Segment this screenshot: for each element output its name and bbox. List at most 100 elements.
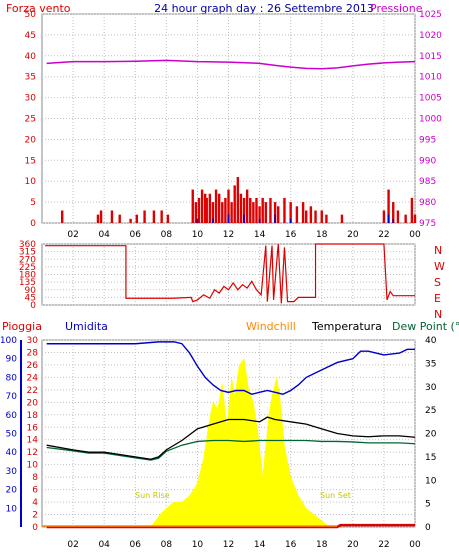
- wind-speed-tick-label: 40: [25, 52, 37, 62]
- rain-tick-label: 0: [32, 523, 38, 533]
- wind-gust-bar: [269, 197, 272, 223]
- wind-gust-bar: [110, 210, 114, 223]
- wind-speed-tick-label: 45: [25, 31, 36, 41]
- wind-gust-bar: [320, 210, 323, 223]
- wind-gust-bar: [99, 210, 103, 223]
- wind-average-bar: [196, 218, 199, 223]
- wind-gust-bar: [203, 193, 207, 223]
- temperature-tick-label: 15: [425, 453, 436, 463]
- humidity-series: [46, 341, 415, 395]
- wind-gust-bar: [143, 210, 146, 223]
- wind-speed-tick-label: 15: [25, 156, 36, 166]
- compass-label: N: [434, 308, 442, 321]
- wind-speed-tick-label: 0: [30, 219, 36, 229]
- wind-gust-bar: [255, 197, 258, 223]
- wind-gust-bar: [227, 189, 230, 223]
- wind-gust-bar: [261, 197, 264, 223]
- wind-speed-tick-label: 25: [25, 115, 36, 125]
- pressure-line: [46, 59, 416, 70]
- wind-speed-tick-label: 20: [25, 135, 37, 145]
- time-tick-label: 00: [409, 230, 421, 240]
- wind-gust-bar: [221, 202, 224, 223]
- wind-gust-bar: [208, 193, 212, 223]
- rain-tick-label: 12: [27, 448, 38, 458]
- time-tick-label: 12: [223, 540, 234, 550]
- rain-tick-label: 10: [27, 461, 39, 471]
- wind-average-bar: [289, 218, 292, 223]
- temperature-time-ticks: 02 04 06 08 10 12 14 16 18 20 22 00: [67, 540, 421, 550]
- sunrise-label: Sun Rise: [135, 491, 170, 500]
- time-tick-label: 18: [316, 230, 328, 240]
- wind-gust-bar: [325, 214, 328, 223]
- wind-gust-bar: [197, 197, 201, 223]
- pressure-tick-label: 980: [419, 198, 436, 208]
- time-tick-label: 02: [67, 540, 78, 550]
- wind-average-bar: [258, 218, 261, 223]
- wind-direction-tick-label: 360: [19, 240, 36, 250]
- wind-gust-bar: [160, 210, 163, 223]
- wind-gust-bar: [309, 206, 313, 223]
- temperature-ticks: 0 5 10 15 20 25 30 35 40: [425, 336, 437, 533]
- wind-gust-bar: [249, 197, 252, 223]
- wind-gust-bar: [396, 210, 400, 223]
- wind-gust-bar: [200, 189, 204, 223]
- time-tick-label: 16: [285, 540, 297, 550]
- dewpoint-series: [46, 439, 416, 461]
- humidity-tick-label: 70: [6, 392, 18, 402]
- wind-gust-bar: [205, 197, 208, 223]
- wind-gust-bar: [242, 197, 246, 223]
- wind-gust-bar: [410, 197, 414, 223]
- wind-gust-bar: [392, 202, 395, 223]
- pressure-ticks: 975 980 985 990 995 1000 1005 1010 1015 1020 1025: [419, 10, 442, 229]
- wind-gust-bar: [283, 197, 286, 223]
- sunset-label: Sun Set: [320, 491, 351, 500]
- wind-gust-bar: [224, 197, 227, 223]
- wind-gust-bar: [305, 210, 308, 223]
- wind-gust-bar: [230, 202, 233, 223]
- pressure-tick-label: 1010: [419, 73, 442, 83]
- wind-gust-bar: [314, 210, 317, 223]
- wind-speed-tick-label: 35: [25, 73, 36, 83]
- rain-tick-label: 28: [27, 348, 39, 358]
- wind-gust-bar: [118, 214, 121, 223]
- time-tick-label: 22: [378, 540, 389, 550]
- humidity-tick-label: 20: [6, 486, 18, 496]
- temperature-tick-label: 10: [425, 476, 437, 486]
- rain-tick-label: 8: [32, 473, 38, 483]
- humidity-tick-label: 30: [6, 467, 18, 477]
- compass-label: E: [434, 292, 441, 305]
- time-tick-label: 04: [98, 230, 110, 240]
- wind-direction-line: [45, 243, 415, 304]
- time-tick-label: 16: [285, 230, 297, 240]
- wind-gust-bar: [301, 202, 305, 223]
- wind-average-series: [196, 214, 395, 223]
- wind-gust-bar: [258, 206, 261, 223]
- rain-tick-label: 26: [27, 361, 39, 371]
- wind-gust-bar: [152, 210, 156, 223]
- wind-direction-tick-label: 135: [19, 278, 36, 288]
- wind-gust-bar: [245, 189, 249, 223]
- wind-gust-bar: [194, 202, 198, 223]
- wind-direction-tick-label: 315: [19, 248, 36, 258]
- dewpoint-line: [46, 439, 416, 461]
- time-tick-label: 22: [378, 230, 389, 240]
- sun-annotations: Sun Rise Sun Set: [135, 491, 351, 500]
- wind-average-bar: [243, 214, 245, 223]
- wind-gust-bar: [239, 193, 243, 223]
- pressure-tick-label: 1025: [419, 10, 442, 20]
- pressure-tick-label: 975: [419, 219, 436, 229]
- legend-temperature: Temperatura: [311, 320, 382, 333]
- wind-average-bar: [212, 218, 214, 223]
- time-tick-label: 08: [161, 540, 173, 550]
- time-tick-label: 18: [316, 540, 328, 550]
- compass-label: S: [434, 276, 441, 289]
- wind-gust-bar: [214, 189, 218, 223]
- wind-pressure-time-ticks: 02 04 06 08 10 12 14 16 18 20 22 00: [67, 230, 421, 240]
- wind-speed-tick-label: 50: [25, 10, 37, 20]
- temperature-tick-label: 35: [425, 359, 436, 369]
- wind-direction-tick-label: 0: [30, 301, 36, 311]
